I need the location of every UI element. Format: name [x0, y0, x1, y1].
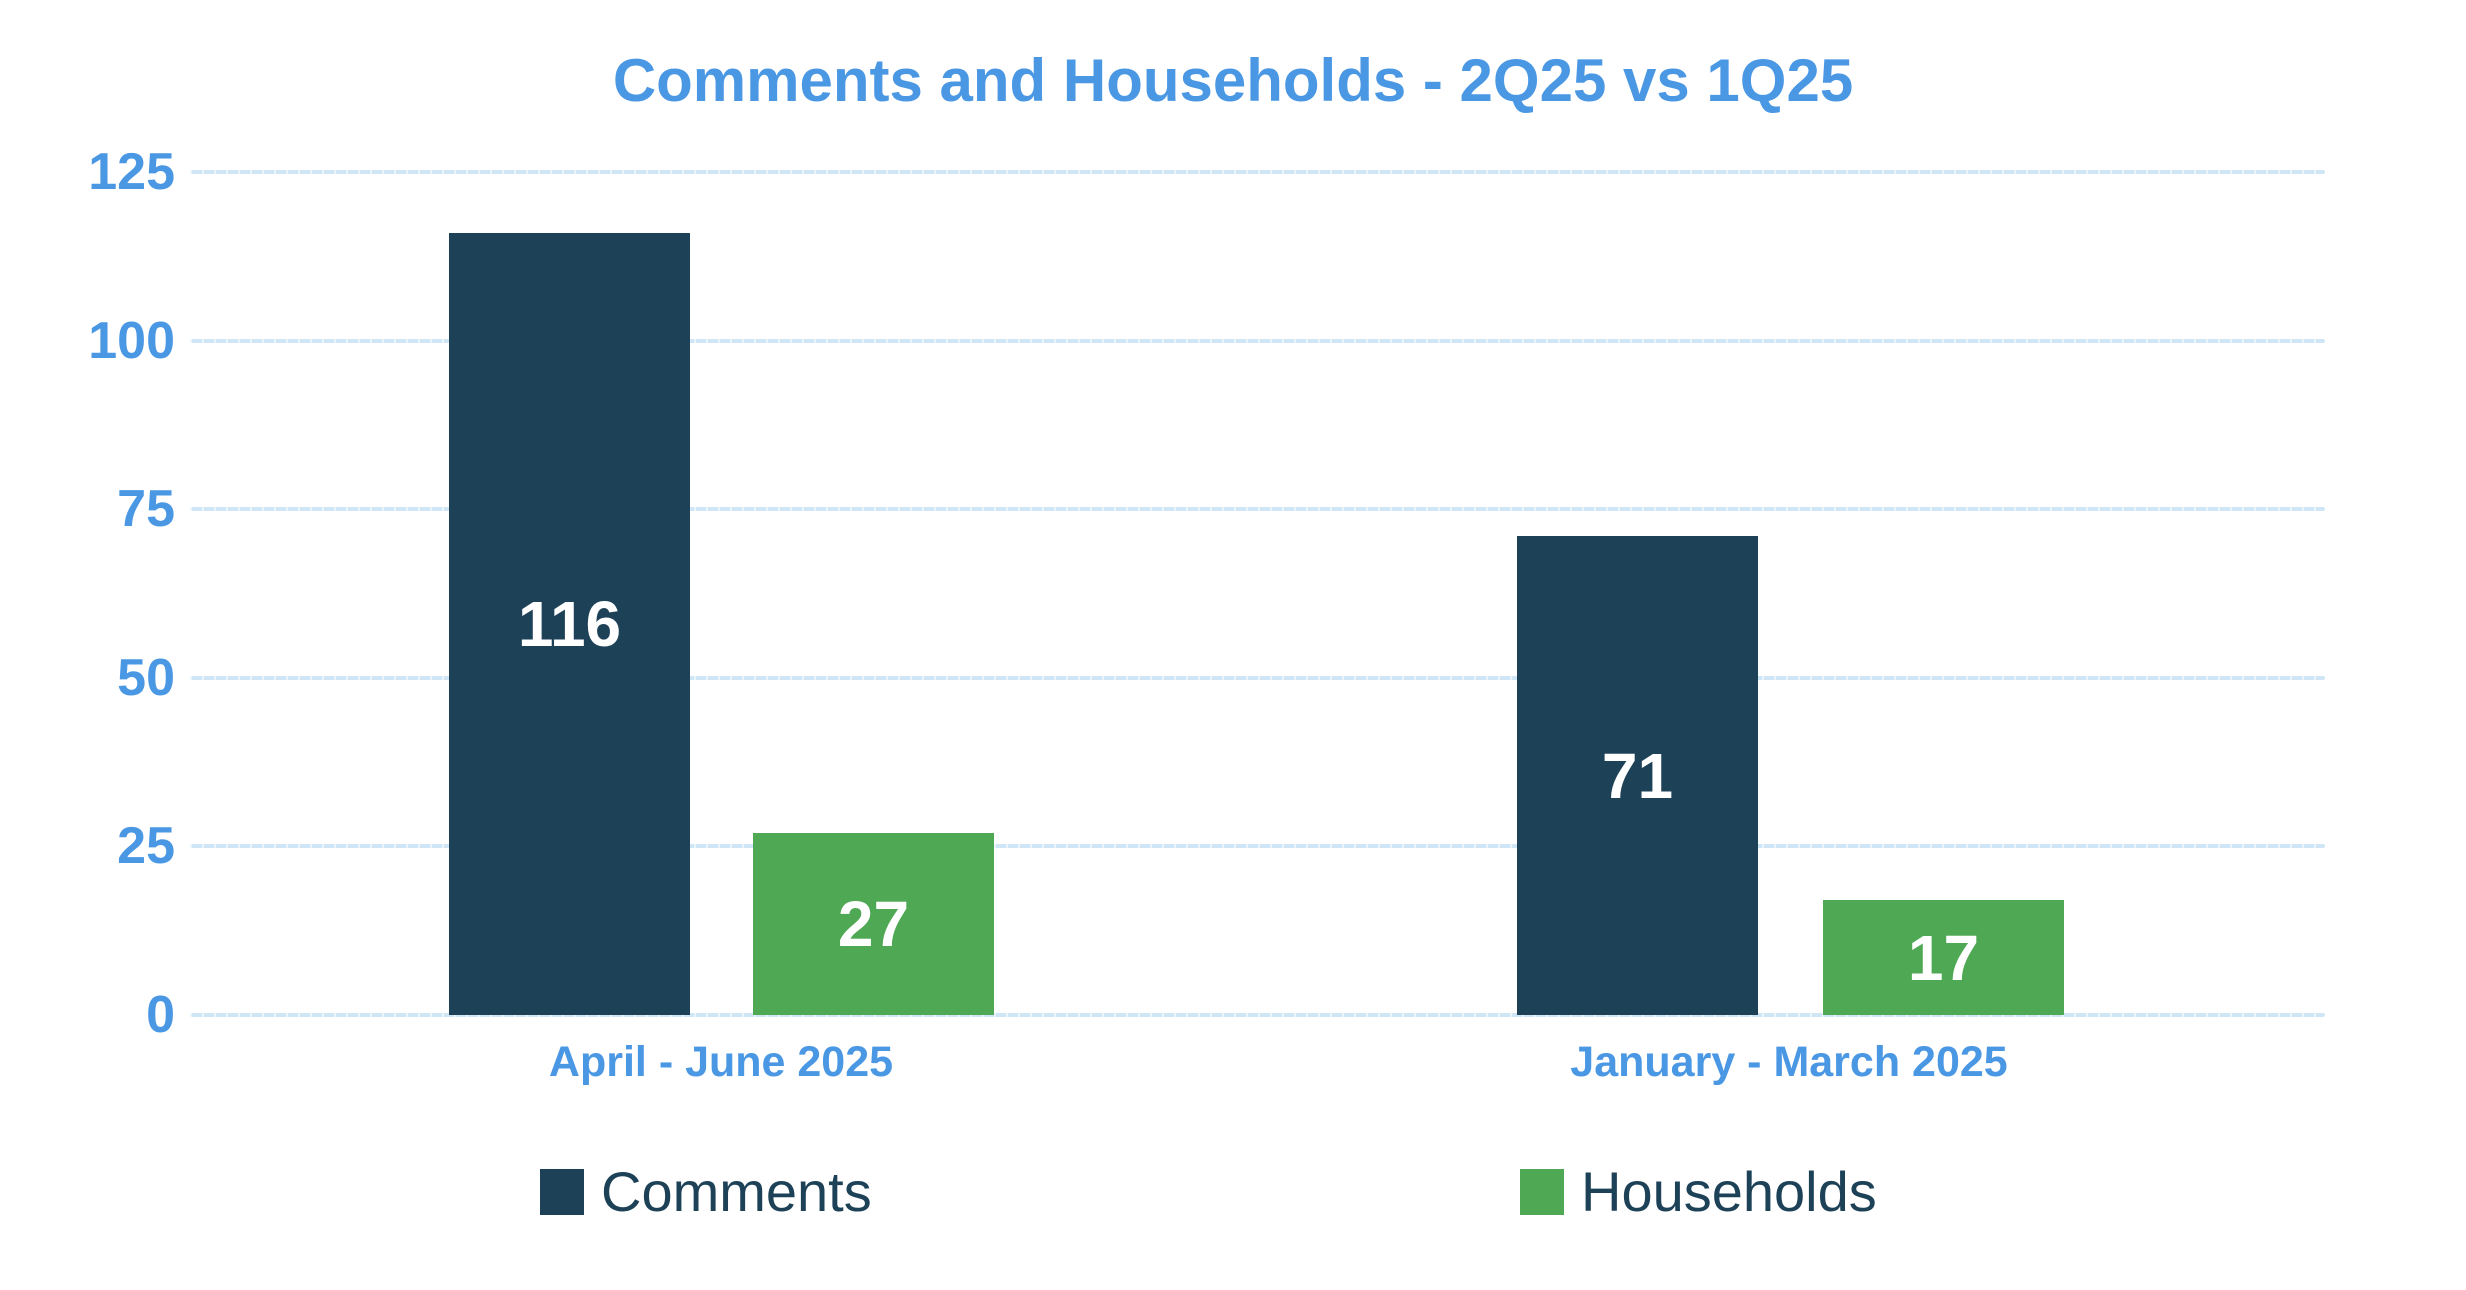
bar-value-label: 27 [837, 887, 910, 960]
x-axis-label-0: April - June 2025 [548, 1038, 894, 1086]
legend-label-comments: Comments [601, 1160, 872, 1223]
bar-value-label: 116 [517, 587, 622, 660]
legend-item-comments: Comments [540, 1164, 872, 1220]
gridline-50 [190, 675, 2325, 680]
bar-comments-1: 71 [1517, 536, 1758, 1015]
legend-label-households: Households [1581, 1160, 1877, 1223]
y-tick-label-25: 25 [117, 817, 175, 876]
x-axis-label-1: January - March 2025 [1570, 1038, 2008, 1086]
gridline-125 [190, 170, 2325, 174]
bar-households-1: 17 [1823, 900, 2064, 1015]
gridline-0 [190, 1013, 2325, 1017]
y-tick-label-50: 50 [117, 648, 175, 707]
households-swatch-icon [1520, 1169, 1564, 1215]
chart-title: Comments and Households - 2Q25 vs 1Q25 [612, 47, 1854, 114]
bar-households-0: 27 [753, 832, 994, 1015]
bar-value-label: 71 [1601, 739, 1674, 812]
y-tick-label-75: 75 [117, 480, 175, 539]
comments-swatch-icon [540, 1169, 584, 1215]
gridline-25 [190, 844, 2325, 849]
gridline-75 [190, 507, 2325, 512]
bar-value-label: 17 [1907, 921, 1980, 994]
y-tick-label-0: 0 [146, 986, 175, 1044]
bar-comments-0: 116 [449, 232, 690, 1015]
legend-item-households: Households [1520, 1164, 1877, 1220]
y-tick-label-100: 100 [88, 311, 175, 370]
y-tick-label-125: 125 [88, 143, 175, 201]
gridline-100 [190, 338, 2325, 343]
